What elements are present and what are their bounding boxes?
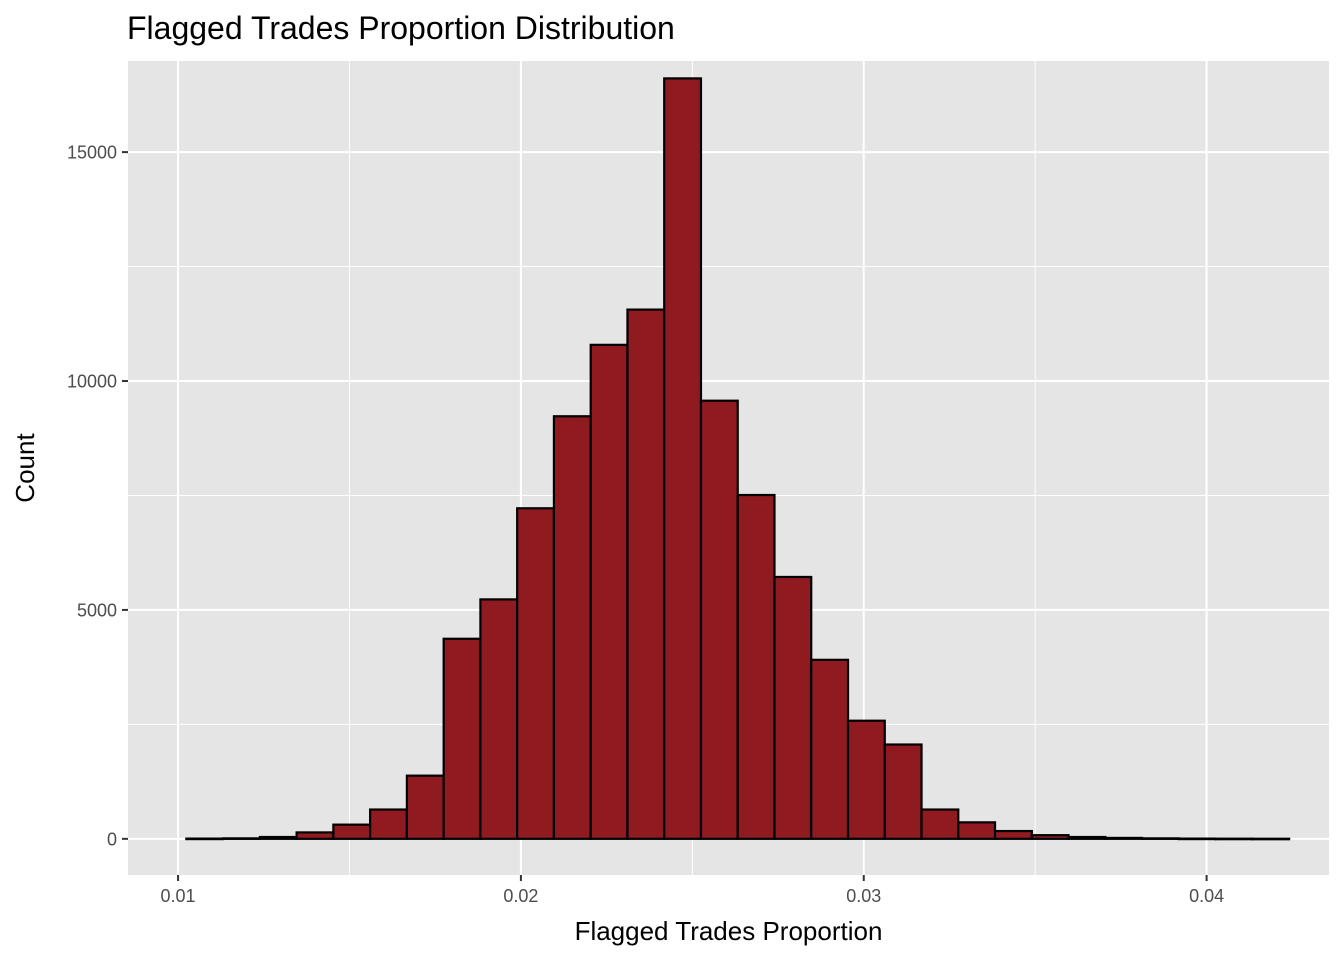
histogram-bar	[736, 493, 776, 840]
histogram-bar	[1104, 836, 1144, 840]
histogram-bar	[846, 719, 886, 840]
x-tick-label: 0.04	[1189, 886, 1224, 906]
axis-ticks: 0.01 0.02 0.03 0.04 0 5000 10000 15000	[67, 143, 1224, 906]
x-axis-title: Flagged Trades Proportion	[575, 916, 883, 946]
histogram-bar	[405, 774, 445, 840]
y-tick-label: 15000	[67, 143, 117, 163]
x-tick-label: 0.03	[846, 886, 881, 906]
histogram-bar	[957, 821, 997, 840]
histogram-bar	[626, 308, 666, 840]
histogram-bar	[663, 77, 703, 840]
histogram-bar	[369, 808, 408, 840]
x-tick-label: 0.01	[161, 886, 196, 906]
histogram-bar	[699, 399, 739, 840]
histogram-bar	[479, 598, 519, 840]
histogram-bar	[1177, 837, 1217, 841]
y-tick-label: 5000	[77, 600, 117, 620]
x-tick-label: 0.02	[503, 886, 538, 906]
chart-title: Flagged Trades Proportion Distribution	[127, 10, 675, 46]
histogram-bar	[185, 837, 225, 841]
y-tick-label: 10000	[67, 372, 117, 392]
y-axis-title: Count	[10, 433, 40, 503]
histogram-bar	[773, 575, 813, 840]
histogram-bar	[883, 743, 923, 840]
histogram-bar	[516, 507, 556, 840]
histogram-bar	[993, 829, 1033, 840]
histogram-bar	[332, 823, 372, 840]
histogram-bar	[1140, 837, 1180, 840]
histogram-bar	[552, 415, 592, 840]
histogram-bar	[1030, 834, 1070, 840]
histogram-bar	[1067, 835, 1107, 840]
histogram-bar	[442, 637, 482, 840]
histogram-bars	[185, 77, 1291, 841]
histogram-bar	[589, 343, 629, 840]
histogram-bar	[810, 658, 850, 840]
histogram-bar	[1251, 837, 1291, 841]
histogram-bar	[295, 831, 335, 840]
y-tick-label: 0	[107, 829, 117, 849]
histogram-bar	[1214, 837, 1254, 841]
histogram-bar	[258, 835, 298, 840]
histogram-bar	[920, 808, 960, 840]
histogram-bar	[222, 837, 261, 840]
